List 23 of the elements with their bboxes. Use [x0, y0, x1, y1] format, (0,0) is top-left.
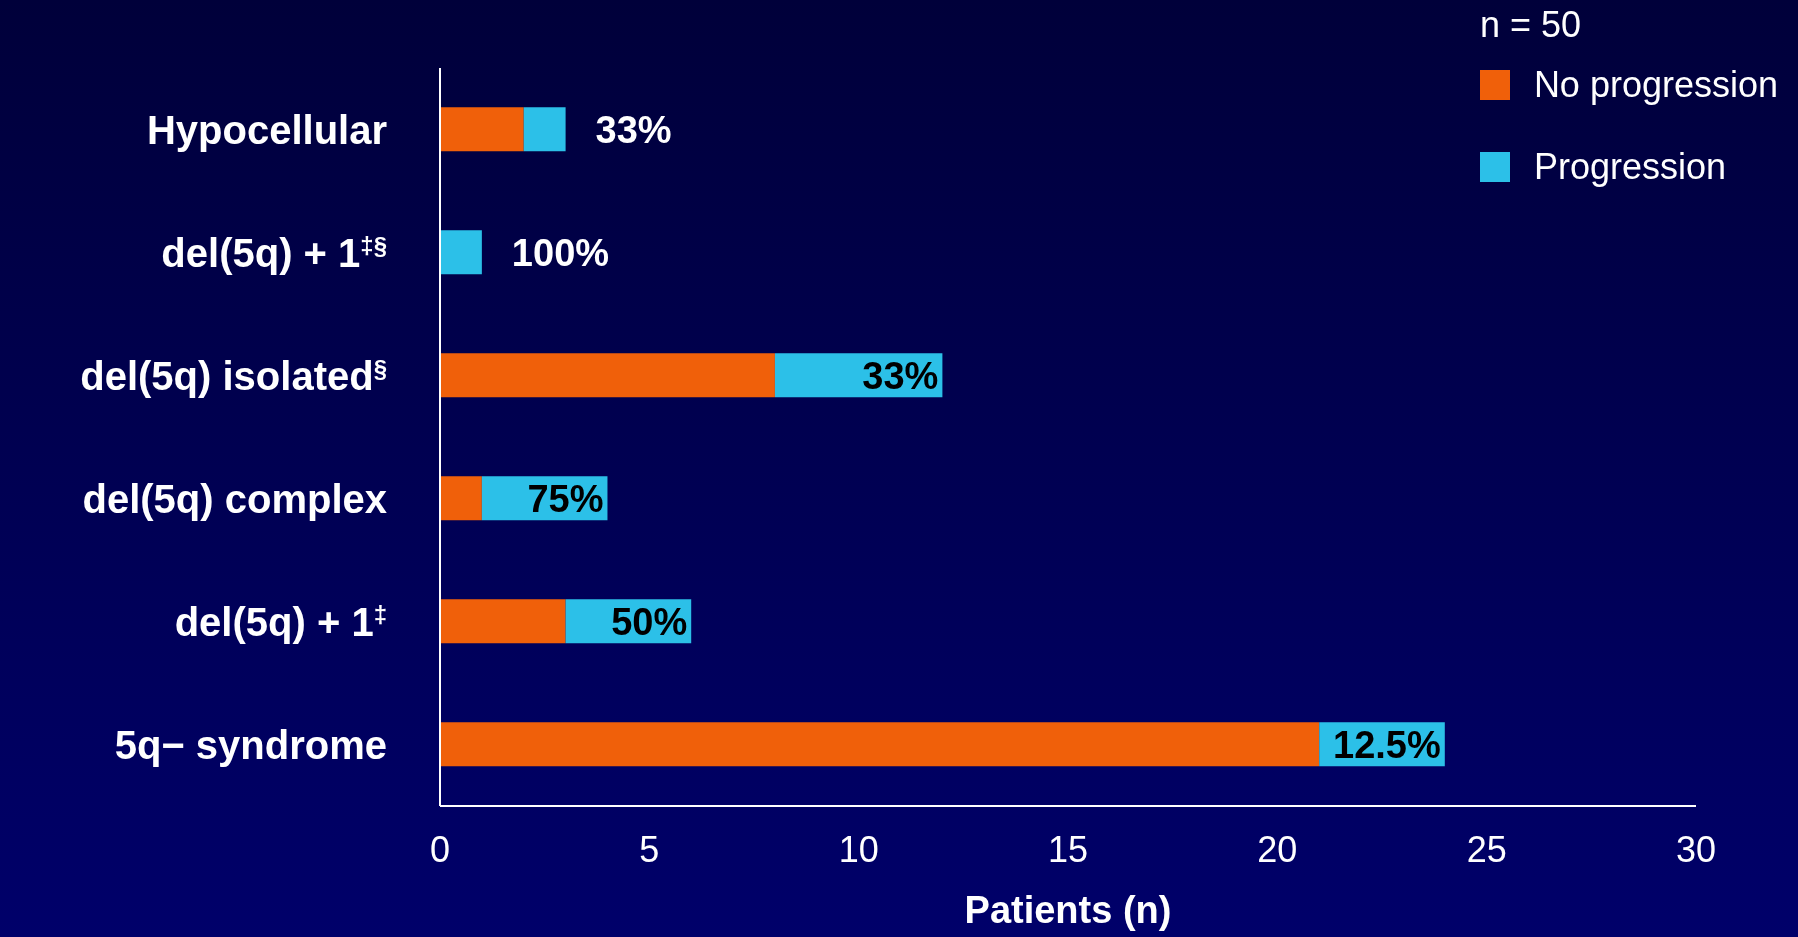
x-axis-title: Patients (n)	[964, 889, 1172, 931]
y-tick-label: del(5q) complex	[82, 476, 387, 521]
x-tick-label: 0	[429, 828, 451, 870]
x-tick-label: 5	[639, 828, 660, 870]
annotation: 12.5%	[1333, 723, 1441, 766]
x-tick-label: 25	[1466, 828, 1507, 870]
legend-title: n = 50	[1479, 4, 1582, 46]
annotation: 33%	[862, 354, 939, 397]
x-tick-label: 15	[1047, 828, 1089, 870]
legend-label: No progression	[1533, 64, 1778, 106]
legend-label: Progression	[1533, 146, 1726, 188]
x-tick-label: 10	[838, 828, 879, 870]
x-tick-label: 20	[1257, 828, 1298, 870]
y-tick-label: del(5q) + 1$^{‡§}$	[161, 230, 387, 275]
y-tick-label: Hypocellular	[146, 107, 387, 152]
annotation: 50%	[611, 600, 688, 643]
y-tick-label: del(5q) + 1$^{‡}$	[174, 599, 387, 644]
annotation: 75%	[527, 477, 604, 520]
x-tick-label: 30	[1675, 828, 1717, 870]
annotation: 100%	[511, 231, 610, 274]
y-tick-label: del(5q) isolated$^{§}$	[80, 353, 387, 398]
annotation: 33%	[595, 108, 672, 151]
y-tick-label: 5q− syndrome	[114, 722, 387, 767]
